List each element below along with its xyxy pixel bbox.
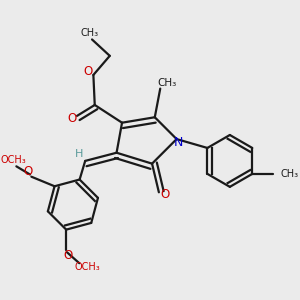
Text: CH₃: CH₃ — [81, 28, 99, 38]
Text: O: O — [64, 248, 73, 262]
Text: OCH₃: OCH₃ — [74, 262, 100, 272]
Text: N: N — [174, 136, 184, 149]
Text: OCH₃: OCH₃ — [1, 155, 26, 165]
Text: O: O — [68, 112, 77, 124]
Text: O: O — [23, 165, 33, 178]
Text: CH₃: CH₃ — [158, 78, 177, 88]
Text: O: O — [84, 65, 93, 78]
Text: O: O — [160, 188, 170, 201]
Text: CH₃: CH₃ — [280, 169, 298, 179]
Text: H: H — [75, 149, 83, 159]
